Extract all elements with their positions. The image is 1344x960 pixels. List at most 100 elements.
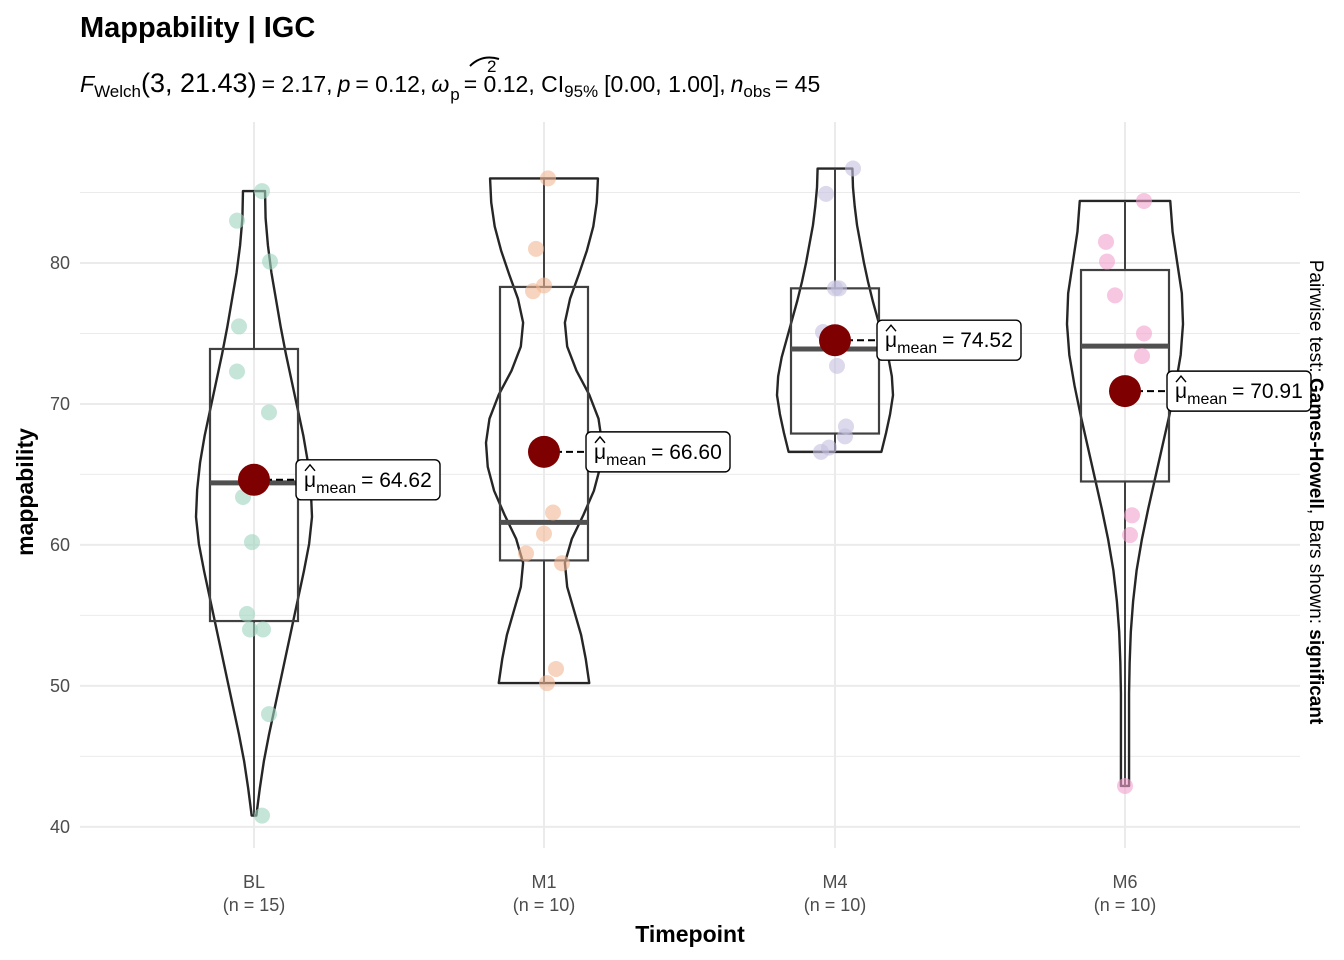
data-point-M4	[837, 428, 853, 445]
mean-value: = 70.91	[1232, 380, 1303, 403]
subtitle-test-sub: Welch	[94, 82, 141, 101]
subtitle-n-sub: obs	[743, 82, 770, 101]
mean-sub: mean	[897, 340, 937, 357]
x-tick-label-M6: M6	[1112, 872, 1137, 892]
subtitle-p-value: = 0.12,	[355, 71, 426, 97]
caption-prefix: Pairwise test:	[1305, 260, 1326, 378]
x-tick-label-BL: BL	[243, 872, 265, 892]
y-tick-label: 40	[50, 817, 70, 837]
data-point-M6	[1136, 325, 1152, 342]
data-point-BL	[254, 183, 270, 200]
data-point-BL	[242, 621, 258, 638]
chart-subtitle: FWelch(3, 21.43) = 2.17, p = 0.12, ωp = 0.12,…	[80, 56, 820, 104]
subtitle-effect-sub: p	[450, 85, 459, 104]
data-points	[229, 160, 1152, 824]
data-point-M1	[525, 283, 541, 300]
mean-hat-mark	[885, 324, 897, 332]
data-point-M1	[536, 525, 552, 542]
subtitle-stat: = 2.17,	[262, 71, 333, 97]
subtitle-stats: FWelch(3, 21.43) = 2.17, p = 0.12, ωp = 0.12,…	[80, 68, 820, 104]
mean-symbol: μ	[594, 441, 606, 464]
data-point-M1	[545, 504, 561, 521]
subtitle-test-name: F	[80, 71, 96, 97]
y-axis-ticks: 40 50 60 70 80	[50, 253, 70, 837]
x-axis-ticks: BL (n = 15) M1 (n = 10) M4 (n = 10) M6 (n = 10)	[223, 872, 1157, 915]
mean-label-text: μmean = 66.60	[594, 441, 722, 469]
violin-M6	[1065, 199, 1185, 788]
data-point-BL	[261, 706, 277, 723]
subtitle-p-label: p	[337, 71, 351, 97]
x-axis-title: Timepoint	[635, 921, 745, 947]
mean-point-M4	[819, 324, 851, 357]
data-point-M6	[1136, 192, 1152, 209]
data-point-M6	[1099, 253, 1115, 270]
data-point-M1	[528, 240, 544, 257]
caption-test: Games-Howell	[1305, 378, 1326, 509]
x-tick-count-BL: (n = 15)	[223, 895, 286, 915]
mean-sub: mean	[1187, 391, 1227, 408]
mean-label-text: μmean = 74.52	[885, 329, 1013, 357]
mean-hat-mark	[594, 435, 606, 444]
mean-label-text: μmean = 70.91	[1175, 380, 1303, 408]
data-point-M6	[1124, 507, 1140, 524]
chart-title: Mappability | IGC	[80, 12, 315, 44]
mean-label-box	[295, 459, 441, 501]
data-point-BL	[229, 212, 245, 229]
subtitle-df: (3, 21.43)	[141, 68, 257, 98]
data-point-M4	[831, 280, 847, 297]
x-tick-count-M6: (n = 10)	[1094, 895, 1157, 915]
subtitle-n-value: = 45	[775, 71, 820, 97]
mean-sub: mean	[606, 452, 646, 469]
mean-symbol: μ	[1175, 380, 1187, 403]
mean-value: = 64.62	[361, 469, 432, 492]
data-point-M4	[813, 443, 829, 460]
caption-shown: significant	[1305, 629, 1326, 725]
mean-point-BL	[238, 463, 270, 496]
data-point-BL	[231, 318, 247, 335]
subtitle-ci-value: [0.00, 1.00],	[604, 71, 725, 97]
mean-label-box	[1166, 370, 1312, 412]
data-point-M1	[548, 660, 564, 677]
pairwise-caption: Pairwise test: Games-Howell, Bars shown:…	[1305, 260, 1326, 725]
data-point-M6	[1134, 348, 1150, 365]
subtitle-ci-sub: 95%	[564, 82, 598, 101]
mean-sub: mean	[316, 480, 356, 497]
data-point-M1	[554, 555, 570, 572]
data-point-BL	[255, 621, 271, 638]
data-point-M6	[1122, 527, 1138, 544]
mean-hat-mark	[1175, 375, 1187, 383]
data-point-BL	[244, 534, 260, 551]
mean-label-M4: μmean = 74.52	[876, 319, 1022, 361]
data-point-BL	[261, 404, 277, 421]
x-tick-count-M4: (n = 10)	[804, 895, 867, 915]
y-tick-label: 70	[50, 394, 70, 414]
mean-value: = 74.52	[942, 329, 1013, 352]
data-point-BL	[229, 363, 245, 380]
data-point-M4	[845, 160, 861, 177]
caption-middle: , Bars shown:	[1305, 509, 1326, 629]
mean-hat-mark	[304, 463, 316, 472]
data-point-M1	[540, 170, 556, 187]
y-axis-title: mappability	[12, 428, 38, 556]
data-point-M4	[818, 185, 834, 202]
data-point-BL	[262, 253, 278, 270]
mean-label-BL: μmean = 64.62	[295, 459, 441, 501]
mean-point-M6	[1109, 375, 1141, 408]
subtitle-effect-sup: 2	[487, 57, 496, 76]
x-tick-label-M4: M4	[822, 872, 847, 892]
subtitle-n-label: n	[731, 71, 744, 97]
mean-label-M6: μmean = 70.91	[1166, 370, 1312, 412]
y-tick-label: 80	[50, 253, 70, 273]
mean-symbol: μ	[885, 329, 897, 352]
data-point-M6	[1107, 287, 1123, 304]
y-tick-label: 50	[50, 676, 70, 696]
subtitle-effect-symbol: ω	[431, 71, 449, 97]
mean-label-box	[876, 319, 1022, 361]
mean-value: = 66.60	[651, 441, 722, 464]
y-tick-label: 60	[50, 535, 70, 555]
data-point-BL	[254, 807, 270, 824]
subtitle-effect-value: = 0.12, CI	[464, 71, 564, 97]
omega-hat-mark	[469, 56, 500, 67]
